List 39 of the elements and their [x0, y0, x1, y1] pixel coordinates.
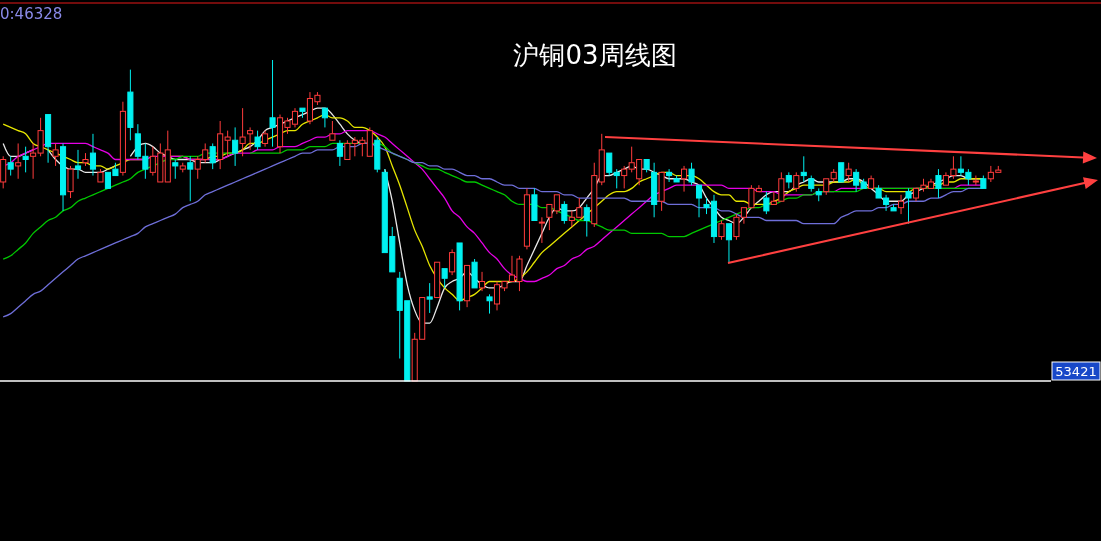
candlestick	[830, 168, 837, 183]
candlestick	[613, 168, 620, 189]
candlestick	[262, 130, 269, 148]
candlestick	[336, 139, 343, 167]
candlestick	[187, 155, 194, 202]
text: 0:46328	[0, 5, 63, 23]
candlestick	[119, 101, 126, 177]
candlestick	[239, 107, 246, 157]
candlestick	[935, 168, 942, 199]
candlestick	[666, 168, 673, 183]
candlestick	[523, 187, 530, 250]
candlestick	[426, 282, 433, 314]
candlestick	[479, 271, 486, 292]
candlestick	[89, 133, 97, 177]
candlestick	[247, 126, 254, 151]
candlestick	[800, 155, 807, 183]
candlestick	[52, 142, 59, 167]
candlestick	[898, 194, 905, 215]
candlestick	[449, 248, 456, 276]
candlestick	[561, 200, 568, 225]
candlestick	[591, 162, 598, 228]
chart-title: 沪铜03周线图	[513, 40, 677, 70]
candlestick	[127, 69, 134, 141]
candlestick	[82, 152, 89, 167]
candlestick	[651, 162, 658, 218]
candlestick	[7, 155, 14, 177]
candlestick	[60, 142, 67, 212]
candlestick	[232, 126, 239, 167]
candlestick	[74, 149, 82, 180]
candlestick	[15, 142, 22, 180]
candlestick	[681, 165, 688, 193]
candlestick	[22, 146, 29, 173]
candlestick	[815, 187, 822, 202]
candlestick	[269, 59, 276, 148]
candlestick	[209, 142, 216, 170]
candlestick	[972, 175, 979, 186]
candlestick	[538, 216, 545, 244]
candlestick	[583, 203, 590, 238]
candlestick	[793, 171, 800, 193]
